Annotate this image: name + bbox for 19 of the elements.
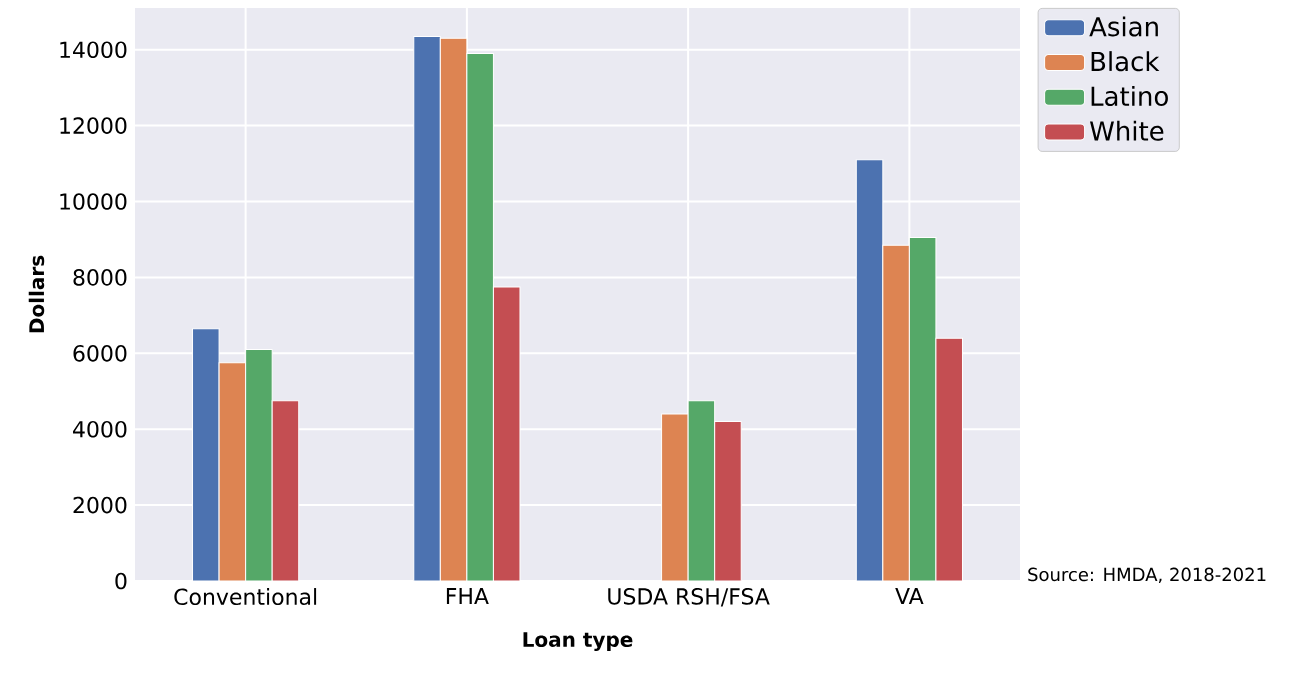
y-axis-title: Dollars: [28, 255, 45, 333]
legend-label: Latino: [1091, 85, 1168, 107]
x-tick-label: Conventional: [174, 588, 317, 606]
y-tick-label: 12000: [60, 117, 127, 134]
legend-label: Asian: [1089, 16, 1158, 37]
y-tick-label: 8000: [73, 269, 127, 286]
legend-label: Black: [1091, 51, 1160, 72]
y-tick-label: 14000: [60, 41, 127, 59]
x-tick-label: FHA: [446, 588, 489, 605]
x-axis-title: Loan type: [523, 632, 633, 652]
y-tick-label: 2000: [73, 496, 127, 514]
y-tick-label: 10000: [60, 193, 127, 210]
y-tick-label: 6000: [73, 345, 127, 362]
legend-label: White: [1089, 120, 1164, 141]
x-tick-label: VA: [895, 588, 924, 605]
x-tick-label: USDA RSH/FSA: [608, 588, 770, 607]
y-tick-label: 4000: [73, 420, 127, 438]
source-note: Source: HMDA, 2018-2021: [1028, 567, 1266, 584]
y-tick-label: 0: [115, 572, 127, 590]
